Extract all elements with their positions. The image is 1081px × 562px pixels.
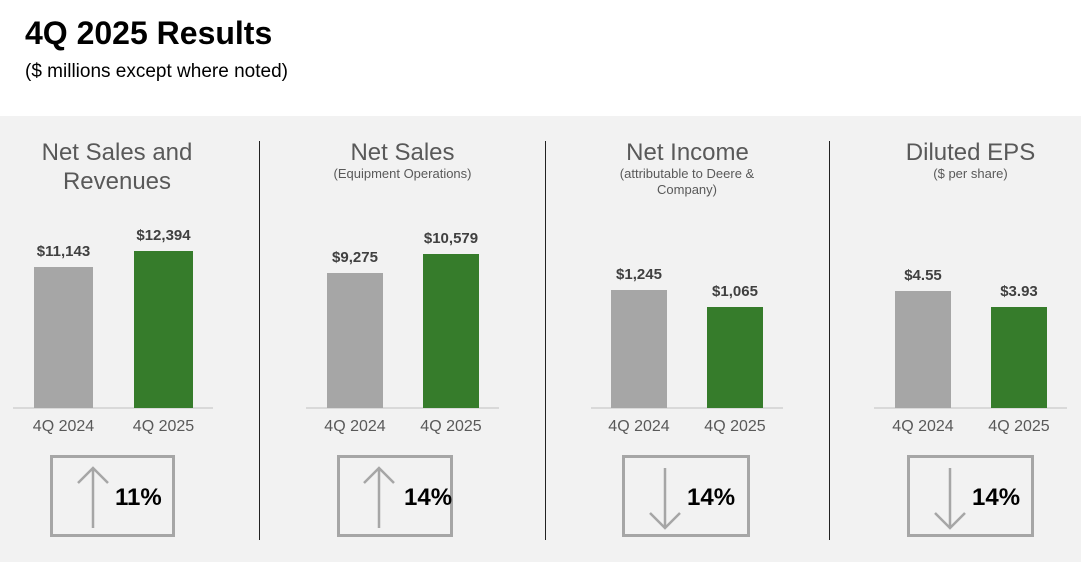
bar-value-label: $9,275	[332, 249, 378, 266]
change-indicator-box: 14%	[622, 455, 750, 537]
chart-baseline	[13, 407, 213, 409]
bar-value-label: $12,394	[136, 227, 191, 244]
bar-value-label: $10,579	[423, 230, 479, 247]
category-label: 4Q 2024	[32, 418, 95, 435]
bar-current-year	[134, 251, 193, 408]
chart-subtitle-diluted-eps: ($ per share)	[933, 166, 1008, 181]
bar-prior-year	[895, 291, 951, 408]
arrow-down-icon	[649, 468, 681, 530]
page-title: 4Q 2025 Results	[25, 15, 273, 51]
bar-value-label: $3.93	[1000, 283, 1038, 300]
change-percentage: 11%	[115, 484, 162, 511]
page-subtitle: ($ millions except where noted)	[25, 61, 288, 82]
bar-value-label: $11,143	[36, 243, 91, 260]
change-percentage: 14%	[404, 484, 453, 511]
category-label: 4Q 2024	[324, 418, 386, 435]
chart-title-net-sales: Net Sales	[350, 139, 455, 166]
bar-prior-year	[34, 267, 93, 408]
category-label: 4Q 2025	[988, 418, 1050, 435]
change-percentage: 14%	[972, 484, 1021, 511]
bar-current-year	[991, 307, 1047, 408]
arrow-up-icon	[77, 466, 109, 528]
category-label: 4Q 2025	[704, 418, 766, 435]
bar-value-label: $4.55	[904, 267, 942, 284]
category-label: 4Q 2024	[892, 418, 954, 435]
chart-title-diluted-eps: Diluted EPS	[905, 139, 1036, 166]
chart-baseline	[874, 407, 1067, 409]
chart-subtitle-net-income: (attributable to Deere & Company)	[619, 166, 755, 197]
column-divider	[259, 141, 260, 540]
bar-current-year	[707, 307, 763, 408]
column-divider	[829, 141, 830, 540]
category-label: 4Q 2025	[420, 418, 482, 435]
change-indicator-box: 14%	[337, 455, 453, 537]
bar-prior-year	[327, 273, 383, 408]
chart-subtitle-net-sales: (Equipment Operations)	[333, 166, 472, 181]
category-label: 4Q 2024	[608, 418, 670, 435]
arrow-down-icon	[934, 468, 966, 530]
bar-prior-year	[611, 290, 667, 408]
change-percentage: 14%	[687, 484, 736, 511]
chart-title-net-sales-revenues: Net Sales and Revenues	[41, 139, 193, 195]
column-divider	[545, 141, 546, 540]
arrow-up-icon	[363, 466, 395, 528]
chart-title-net-income: Net Income	[626, 139, 749, 166]
bar-value-label: $1,065	[712, 283, 758, 300]
change-indicator-box: 11%	[50, 455, 175, 537]
chart-baseline	[591, 407, 783, 409]
chart-baseline	[306, 407, 499, 409]
bar-current-year	[423, 254, 479, 408]
bar-value-label: $1,245	[616, 266, 662, 283]
category-label: 4Q 2025	[132, 418, 195, 435]
change-indicator-box: 14%	[907, 455, 1034, 537]
